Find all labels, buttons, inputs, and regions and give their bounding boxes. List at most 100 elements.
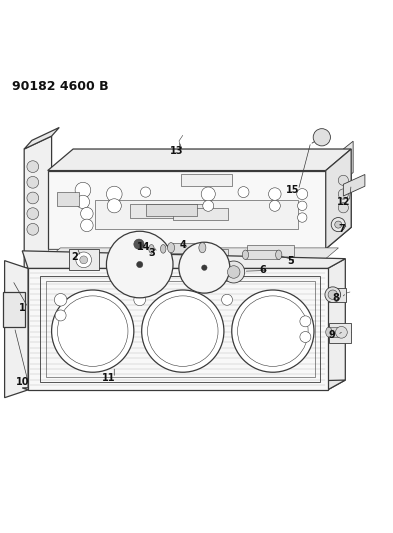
Circle shape	[76, 195, 90, 208]
Text: 1: 1	[19, 303, 26, 313]
Polygon shape	[165, 245, 216, 251]
Circle shape	[134, 239, 144, 249]
Circle shape	[107, 199, 121, 213]
Circle shape	[297, 189, 308, 199]
Polygon shape	[48, 248, 338, 259]
Text: 6: 6	[260, 265, 266, 276]
Circle shape	[75, 182, 91, 198]
Ellipse shape	[167, 243, 174, 253]
Circle shape	[228, 266, 240, 278]
Circle shape	[222, 294, 233, 305]
Circle shape	[313, 128, 331, 146]
Circle shape	[27, 161, 39, 173]
Text: 3: 3	[148, 248, 155, 258]
Text: 4: 4	[180, 240, 186, 250]
Circle shape	[141, 290, 224, 372]
Circle shape	[325, 287, 341, 303]
Polygon shape	[3, 292, 25, 327]
Polygon shape	[24, 136, 51, 269]
Text: 10: 10	[15, 377, 29, 387]
Polygon shape	[48, 249, 326, 259]
Circle shape	[81, 219, 93, 232]
Polygon shape	[69, 249, 99, 270]
Polygon shape	[248, 245, 294, 257]
Text: 8: 8	[332, 293, 339, 303]
Polygon shape	[48, 149, 351, 171]
Circle shape	[27, 208, 39, 220]
Polygon shape	[28, 269, 328, 390]
Circle shape	[55, 310, 66, 321]
Circle shape	[300, 332, 311, 343]
Polygon shape	[171, 243, 202, 253]
Polygon shape	[130, 204, 208, 217]
Text: 90182 4600 B: 90182 4600 B	[13, 80, 109, 93]
Circle shape	[107, 231, 173, 298]
Polygon shape	[246, 250, 279, 260]
Polygon shape	[329, 327, 342, 337]
Circle shape	[76, 252, 92, 268]
Circle shape	[338, 189, 349, 199]
Circle shape	[141, 187, 151, 197]
Circle shape	[335, 221, 342, 228]
Circle shape	[137, 261, 143, 268]
Circle shape	[54, 294, 67, 306]
Ellipse shape	[199, 243, 206, 253]
Polygon shape	[343, 141, 353, 180]
Text: 2: 2	[72, 252, 79, 262]
Polygon shape	[22, 251, 345, 269]
Text: 13: 13	[170, 146, 184, 156]
Circle shape	[336, 326, 347, 338]
Circle shape	[27, 192, 39, 204]
Circle shape	[51, 290, 134, 372]
Ellipse shape	[149, 245, 154, 253]
Circle shape	[179, 242, 230, 293]
Text: 14: 14	[137, 242, 151, 252]
Circle shape	[80, 256, 88, 264]
Circle shape	[338, 175, 349, 185]
Polygon shape	[145, 204, 196, 215]
Circle shape	[27, 176, 39, 188]
Circle shape	[269, 200, 280, 211]
Text: 7: 7	[338, 224, 345, 235]
Polygon shape	[329, 324, 351, 343]
Circle shape	[298, 213, 307, 222]
Ellipse shape	[160, 245, 166, 253]
Circle shape	[298, 201, 307, 211]
Circle shape	[81, 207, 93, 220]
Bar	[181, 174, 232, 186]
Circle shape	[223, 261, 245, 283]
Polygon shape	[5, 261, 28, 398]
Text: 9: 9	[328, 330, 335, 340]
Text: 11: 11	[102, 373, 115, 383]
Circle shape	[338, 203, 349, 213]
Circle shape	[134, 294, 145, 305]
Text: 12: 12	[336, 197, 350, 207]
Circle shape	[27, 223, 39, 235]
Circle shape	[328, 290, 338, 300]
Polygon shape	[57, 192, 79, 206]
Text: 5: 5	[287, 256, 294, 265]
Polygon shape	[326, 149, 351, 249]
Polygon shape	[22, 380, 345, 390]
Circle shape	[202, 265, 207, 270]
Text: 15: 15	[286, 185, 299, 195]
Ellipse shape	[275, 250, 282, 260]
Polygon shape	[95, 200, 298, 229]
Polygon shape	[173, 208, 228, 220]
Polygon shape	[326, 149, 351, 249]
Ellipse shape	[326, 327, 332, 337]
Ellipse shape	[242, 250, 249, 260]
Circle shape	[268, 188, 281, 200]
Circle shape	[238, 187, 249, 198]
Circle shape	[203, 200, 214, 211]
Circle shape	[232, 290, 314, 372]
Circle shape	[107, 186, 122, 202]
Polygon shape	[329, 288, 346, 302]
Polygon shape	[151, 245, 163, 253]
Polygon shape	[149, 249, 228, 259]
Polygon shape	[24, 127, 59, 149]
Polygon shape	[48, 171, 326, 249]
Polygon shape	[328, 259, 345, 390]
Circle shape	[331, 217, 345, 232]
Circle shape	[300, 316, 311, 327]
